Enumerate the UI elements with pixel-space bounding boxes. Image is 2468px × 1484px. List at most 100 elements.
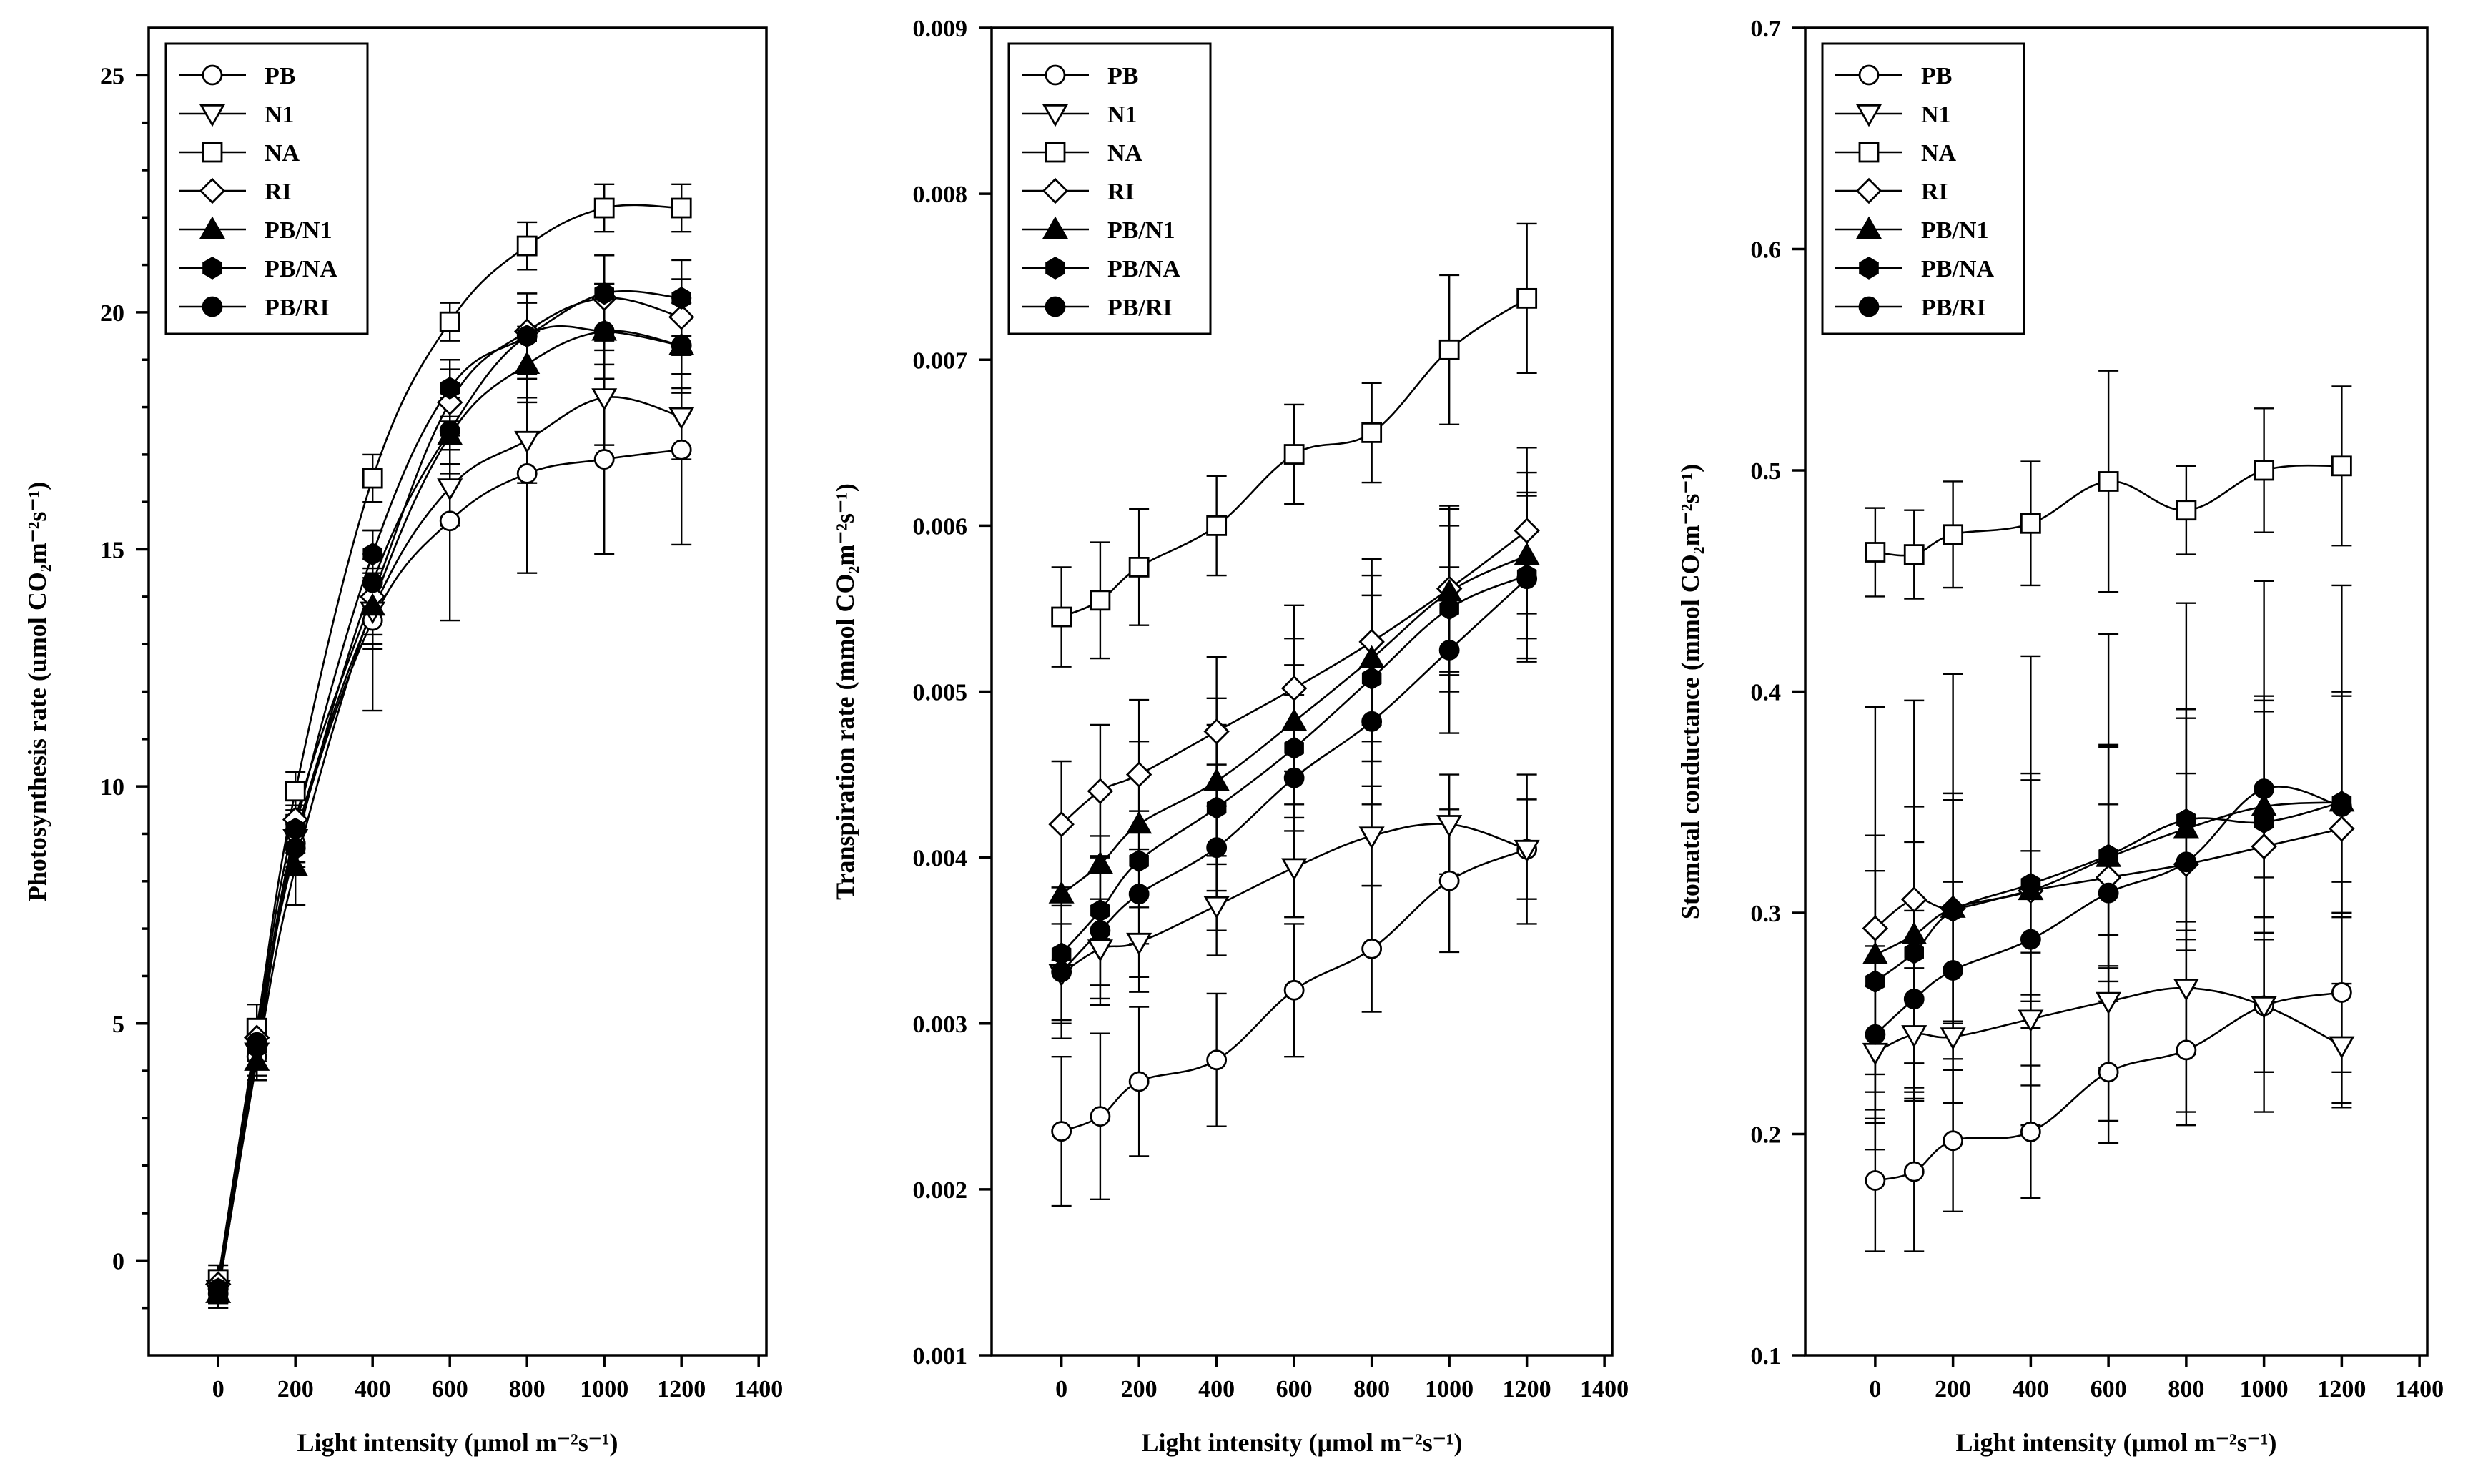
y-tick-label: 0.003 xyxy=(913,1011,968,1038)
data-point xyxy=(282,854,309,876)
legend-item: PB xyxy=(179,63,295,89)
data-point xyxy=(439,311,460,332)
series-na xyxy=(208,183,692,1295)
legend-item: RI xyxy=(1022,177,1135,205)
data-point xyxy=(2329,1036,2355,1059)
data-point xyxy=(1865,542,1886,563)
data-point xyxy=(2254,460,2275,481)
data-point xyxy=(1051,606,1072,628)
data-point xyxy=(516,325,538,347)
legend-item: N1 xyxy=(1022,102,1137,128)
legend-item: NA xyxy=(1022,140,1143,167)
data-point xyxy=(246,1032,267,1053)
data-point xyxy=(1358,826,1385,849)
data-point xyxy=(1943,1130,1964,1152)
data-point xyxy=(1283,767,1305,788)
legend-marker xyxy=(1045,142,1066,163)
x-tick-label: 600 xyxy=(2091,1376,2127,1403)
legend: PB N1 NA RI PB/N1 PB/NA PB/RI xyxy=(164,42,369,335)
legend-item: PB/RI xyxy=(1835,295,1986,321)
x-tick-label: 800 xyxy=(509,1376,546,1403)
legend-box xyxy=(1821,42,2025,335)
legend-marker xyxy=(202,257,222,280)
x-tick-label: 800 xyxy=(2168,1376,2204,1403)
data-point xyxy=(1125,761,1152,788)
data-point xyxy=(2018,1009,2044,1032)
x-tick-label: 1200 xyxy=(657,1376,706,1403)
data-point xyxy=(360,593,386,616)
legend-marker xyxy=(1855,104,1882,127)
data-point xyxy=(514,351,541,374)
legend-label: PB/N1 xyxy=(265,217,332,244)
data-point xyxy=(1438,339,1460,360)
legend-marker xyxy=(202,142,223,163)
data-point xyxy=(207,1278,229,1300)
data-point xyxy=(1206,1049,1228,1071)
data-point xyxy=(1087,939,1113,962)
data-point xyxy=(2176,808,2196,831)
legend-marker xyxy=(202,296,223,317)
x-tick-label: 0 xyxy=(1055,1376,1067,1403)
y-tick-label: 0 xyxy=(112,1248,124,1275)
y-tick-label: 0.002 xyxy=(913,1177,968,1204)
x-tick-label: 200 xyxy=(1121,1376,1158,1403)
data-point xyxy=(668,407,695,430)
markers-pb-ri xyxy=(1865,778,2352,1045)
data-point xyxy=(1865,1170,1886,1191)
data-point xyxy=(593,197,615,219)
data-point xyxy=(1051,942,1072,966)
y-tick-label: 0.3 xyxy=(1751,901,1782,927)
data-point xyxy=(2098,471,2119,492)
legend-label: N1 xyxy=(1921,102,1951,128)
y-tick-label: 0.1 xyxy=(1751,1343,1782,1370)
data-point xyxy=(1439,597,1459,620)
legend-item: PB/N1 xyxy=(1835,216,1988,244)
y-axis-title: Photosynthesis rate (umol CO₂m⁻²s⁻¹) xyxy=(23,482,51,901)
markers-pb-n1 xyxy=(1048,542,1540,904)
legend-item: NA xyxy=(179,140,300,167)
data-point xyxy=(1901,921,1927,945)
data-point xyxy=(1283,979,1305,1001)
data-point xyxy=(2098,844,2118,867)
y-tick-label: 10 xyxy=(100,774,124,801)
data-point xyxy=(1129,849,1149,873)
data-point xyxy=(1943,899,1963,922)
data-point xyxy=(439,420,460,442)
data-point xyxy=(2176,500,2197,521)
x-tick-label: 0 xyxy=(212,1376,224,1403)
data-point xyxy=(1865,969,1885,993)
x-tick-label: 400 xyxy=(1198,1376,1235,1403)
data-point xyxy=(1087,778,1114,805)
data-point xyxy=(1284,736,1304,760)
data-point xyxy=(440,377,460,400)
data-point xyxy=(1206,515,1228,536)
data-point xyxy=(362,543,382,566)
legend-marker xyxy=(1855,177,1882,204)
data-point xyxy=(2251,996,2277,1019)
data-point xyxy=(668,304,695,330)
y-tick-label: 0.2 xyxy=(1751,1122,1782,1149)
y-tick-label: 0.009 xyxy=(913,16,968,42)
legend-marker xyxy=(1858,142,1880,163)
data-point xyxy=(436,389,463,416)
legend-marker xyxy=(1859,257,1879,280)
data-point xyxy=(285,837,306,859)
data-point xyxy=(1090,590,1111,611)
legend-item: PB/N1 xyxy=(1022,216,1175,244)
data-point xyxy=(1048,811,1075,838)
data-point xyxy=(1361,938,1383,959)
series-line xyxy=(1060,574,1528,955)
legend-label: PB/NA xyxy=(265,256,337,282)
data-point xyxy=(593,321,615,342)
markers-na xyxy=(1865,455,2352,565)
data-point xyxy=(1865,1024,1886,1045)
data-point xyxy=(285,817,306,841)
data-point xyxy=(2331,455,2352,477)
data-point xyxy=(2331,982,2352,1003)
legend-label: RI xyxy=(1921,179,1948,205)
data-point xyxy=(593,449,615,470)
data-point xyxy=(1516,287,1538,309)
legend-item: N1 xyxy=(179,102,295,128)
y-tick-label: 0.6 xyxy=(1751,237,1782,264)
